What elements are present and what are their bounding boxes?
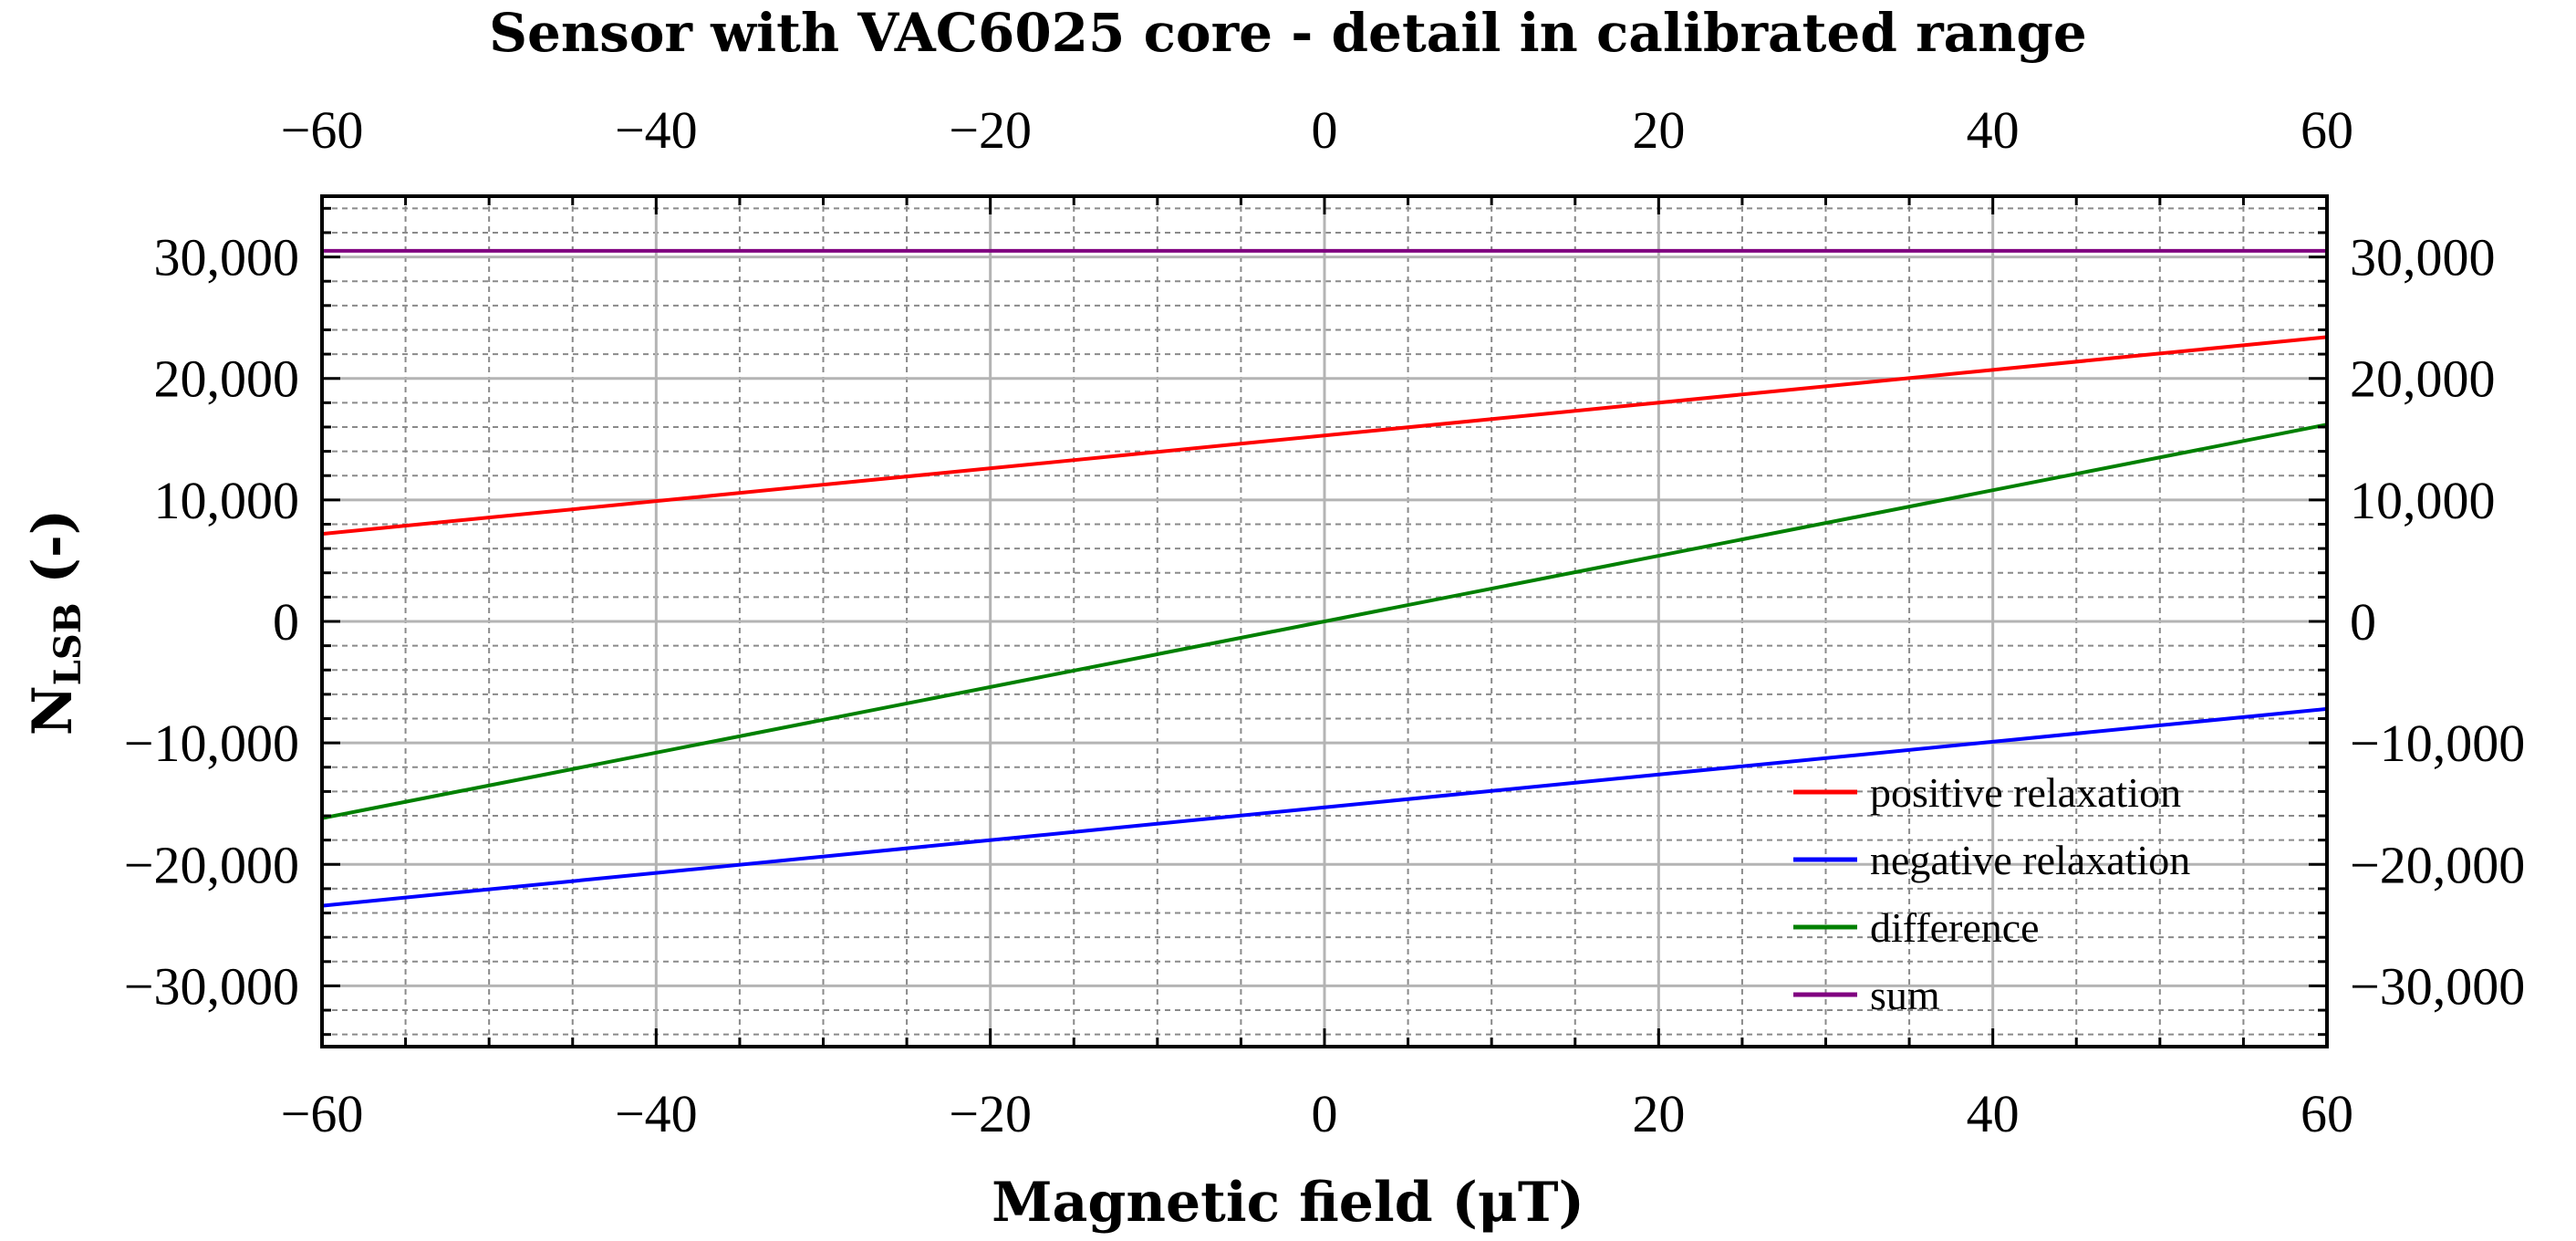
y-axis-right-labels: 30,000 20,000 10,000 0 −10,000 −20,000 −30,000	[2350, 228, 2525, 1017]
y-tick-label-right: 20,000	[2350, 349, 2496, 409]
legend-label-sum: sum	[1870, 972, 1940, 1018]
tick-marks	[320, 196, 2329, 1047]
x-tick-label-bottom: 20	[1632, 1084, 1685, 1143]
y-axis-label-suffix: (-)	[21, 509, 85, 603]
chart-title: Sensor with VAC6025 core - detail in cal…	[489, 2, 2087, 64]
x-tick-label-top: 40	[1967, 100, 2020, 160]
y-axis-label-main: N	[21, 685, 85, 735]
series-line-negative-relaxation	[321, 706, 2328, 908]
y-axis-label: NLSB (-)	[21, 509, 89, 735]
x-tick-label-bottom: −40	[615, 1084, 698, 1143]
y-tick-label-left: −20,000	[124, 835, 299, 894]
series-line-difference	[321, 422, 2328, 820]
y-tick-label-left: 10,000	[154, 471, 300, 530]
y-tick-label-left: 0	[273, 592, 299, 652]
x-tick-label-bottom: −60	[281, 1084, 364, 1143]
y-tick-label-right: 30,000	[2350, 228, 2496, 287]
x-axis-top-labels: −60 −40 −20 0 20 40 60	[281, 100, 2353, 160]
major-gridlines	[320, 196, 2329, 1047]
x-tick-label-top: 20	[1632, 100, 1685, 160]
y-tick-label-right: 0	[2350, 592, 2376, 652]
x-tick-label-bottom: −20	[949, 1084, 1032, 1143]
series-line-positive-relaxation	[321, 335, 2328, 537]
legend-label-difference: difference	[1870, 904, 2040, 951]
x-tick-label-bottom: 40	[1967, 1084, 2020, 1143]
y-axis-label-subscript: LSB	[47, 602, 89, 685]
x-tick-label-bottom: 60	[2301, 1084, 2353, 1143]
legend: positive relaxation negative relaxation di…	[1793, 769, 2190, 1018]
x-tick-label-bottom: 0	[1312, 1084, 1338, 1143]
x-axis-label: Magnetic field (μT)	[992, 1171, 1584, 1235]
y-tick-label-left: −10,000	[124, 714, 299, 773]
y-tick-label-right: −10,000	[2350, 714, 2525, 773]
x-tick-label-top: 0	[1312, 100, 1338, 160]
x-tick-label-top: −40	[615, 100, 698, 160]
x-tick-label-top: −20	[949, 100, 1032, 160]
y-tick-label-left: −30,000	[124, 956, 299, 1016]
series-lines	[321, 248, 2328, 908]
y-tick-label-right: −20,000	[2350, 835, 2525, 894]
y-tick-label-left: 30,000	[154, 228, 300, 287]
y-axis-left-labels: 30,000 20,000 10,000 0 −10,000 −20,000 −30,000	[124, 228, 299, 1017]
legend-label-positive-relaxation: positive relaxation	[1870, 769, 2181, 816]
y-tick-label-left: 20,000	[154, 349, 300, 409]
y-tick-label-right: −30,000	[2350, 956, 2525, 1016]
y-tick-label-right: 10,000	[2350, 471, 2496, 530]
legend-label-negative-relaxation: negative relaxation	[1870, 837, 2190, 883]
x-tick-label-top: −60	[281, 100, 364, 160]
x-tick-label-top: 60	[2301, 100, 2353, 160]
x-axis-bottom-labels: −60 −40 −20 0 20 40 60	[281, 1084, 2353, 1143]
